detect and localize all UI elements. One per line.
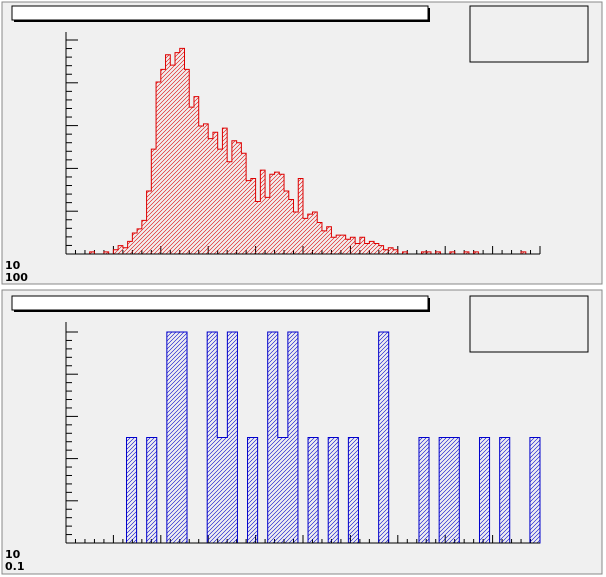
upper-pad: 10 100: [1, 1, 603, 285]
lower-pad: 10 0.1: [1, 289, 603, 575]
upper-y-tick-label-100: 100: [5, 271, 28, 284]
lower-stats-box: [469, 295, 589, 353]
upper-y-tick-label-10: 10: [5, 259, 21, 272]
lower-title-box: [11, 295, 429, 311]
upper-stats-box: [469, 5, 589, 63]
lower-y-tick-label-10: 10: [5, 548, 21, 561]
lower-y-tick-label-0.1: 0.1: [5, 560, 25, 573]
upper-title-box: [11, 5, 429, 21]
